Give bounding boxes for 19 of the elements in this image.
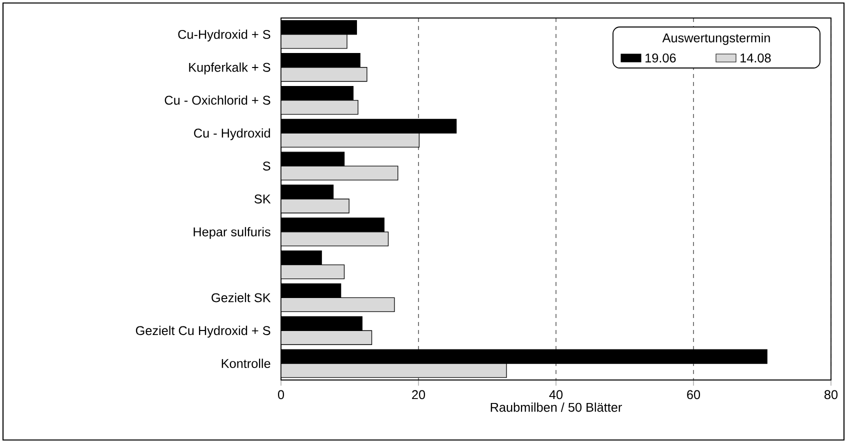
y-tick-label: S bbox=[262, 162, 270, 171]
y-tick-label: Gezielt Cu Hydroxid + S bbox=[136, 326, 270, 338]
y-tick-label: Kontrolle bbox=[222, 358, 270, 368]
x-tick-label: 20 bbox=[412, 390, 426, 400]
y-tick-label: Cu-Hydroxid + S bbox=[178, 30, 270, 42]
x-axis-title: Raubmilben / 50 Blätter bbox=[490, 402, 622, 412]
legend-label: 19.06 bbox=[646, 54, 676, 62]
y-tick-label: Cu - Oxichlorid + S bbox=[164, 95, 270, 105]
x-tick-label: 0 bbox=[278, 390, 284, 400]
x-tick-label: 40 bbox=[549, 390, 563, 400]
y-tick-label: Cu - Hydroxid bbox=[194, 128, 270, 140]
legend-label: 14.08 bbox=[740, 54, 771, 62]
x-tick-label: 80 bbox=[824, 390, 838, 400]
y-tick-label: Kupferkalk + S bbox=[189, 62, 270, 74]
legend-title: Auswertungstermin bbox=[662, 33, 770, 45]
x-tick-label: 60 bbox=[687, 390, 700, 400]
y-tick-label: Hepar sulfuris bbox=[194, 227, 270, 239]
y-tick-label: SK bbox=[254, 194, 271, 204]
y-tick-label: Gezielt SK bbox=[212, 292, 271, 302]
